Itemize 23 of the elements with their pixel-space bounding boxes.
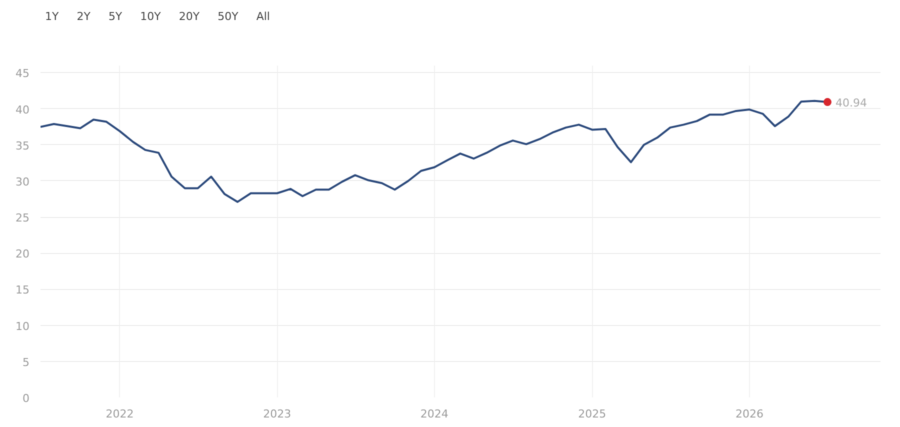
y-tick-label: 30 xyxy=(16,175,30,188)
y-tick-label: 45 xyxy=(16,67,30,80)
y-tick-label: 25 xyxy=(16,212,30,225)
x-tick-label: 2023 xyxy=(263,408,292,420)
text: 20Y xyxy=(178,10,200,23)
text: 10Y xyxy=(140,10,161,23)
y-tick-label: 15 xyxy=(16,284,30,297)
y-tick-label: 40 xyxy=(16,103,30,116)
y-tick-label: 0 xyxy=(22,392,30,405)
x-tick-label: 2024 xyxy=(420,408,448,420)
y-tick-label: 35 xyxy=(16,139,30,152)
y-tick-label: 5 xyxy=(22,356,30,369)
x-tick-label: 2025 xyxy=(578,408,606,420)
x-tick-label: 2026 xyxy=(735,408,764,420)
text: 50Y xyxy=(218,10,238,23)
data-label: 40.94 xyxy=(835,96,867,110)
text: 5Y xyxy=(108,10,122,23)
text: 1Y xyxy=(45,10,59,23)
text: All xyxy=(256,10,270,23)
text: 2Y xyxy=(76,10,90,23)
x-tick-label: 2022 xyxy=(106,408,134,420)
y-tick-label: 20 xyxy=(16,248,30,261)
y-tick-label: 10 xyxy=(16,320,30,333)
